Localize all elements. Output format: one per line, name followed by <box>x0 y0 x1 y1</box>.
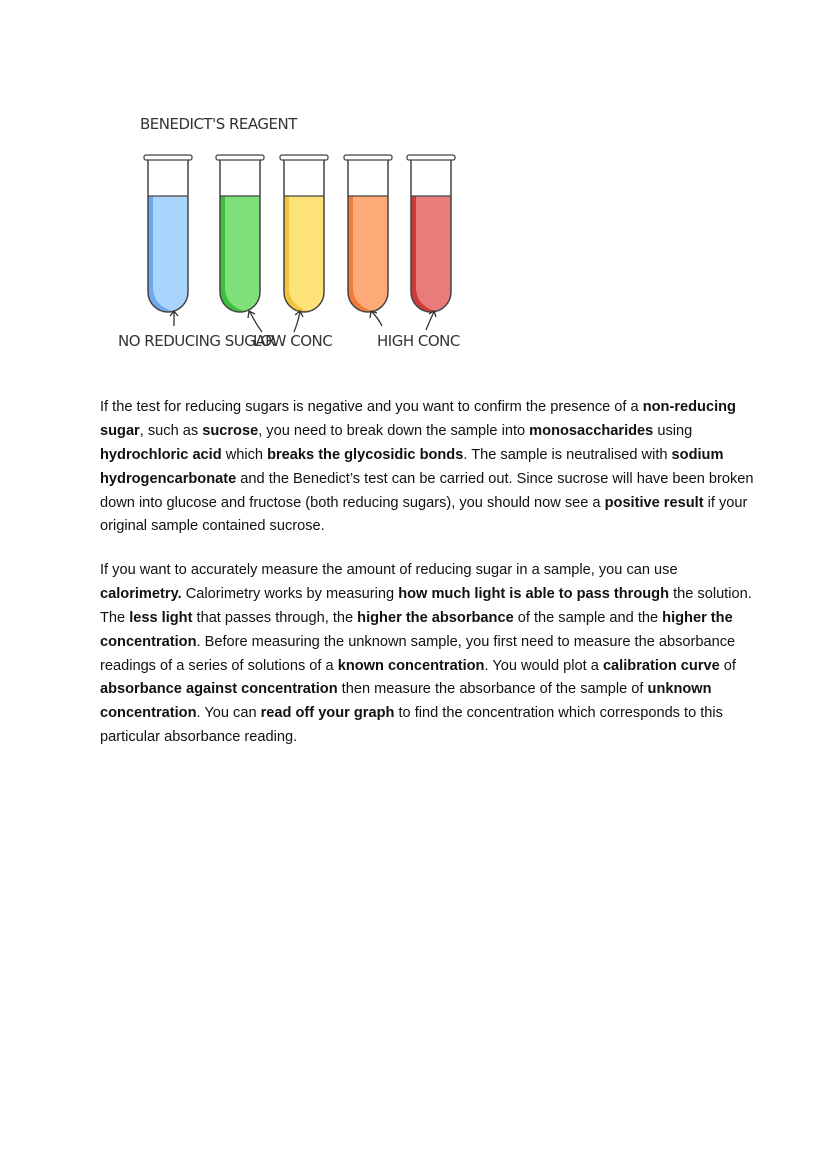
bold-term: higher the absorbance <box>357 609 514 626</box>
bold-term: sugar <box>100 422 140 439</box>
text-run: . You can <box>196 705 261 722</box>
test-tube <box>143 154 193 313</box>
bold-term: sodium <box>671 446 724 463</box>
bold-term: calorimetry. <box>100 585 182 602</box>
bold-term: known concentration <box>337 657 485 674</box>
text-line: particular absorbance reading. <box>100 726 740 750</box>
benedicts-reagent-illustration: BENEDICT'S REAGENT NO REDUCING SUGAR LOW… <box>118 115 460 350</box>
text-line: concentration. You can read off your gra… <box>100 702 740 726</box>
bold-term: unknown <box>647 681 712 698</box>
tube-rim <box>215 154 265 161</box>
text-run: If the test for reducing sugars is negat… <box>100 399 643 415</box>
text-run: . You would plot a <box>484 657 603 674</box>
text-line: The less light that passes through, the … <box>100 607 740 631</box>
test-tube <box>215 154 265 313</box>
text-run: which <box>221 446 268 463</box>
text-line: hydrochloric acid which breaks the glyco… <box>100 444 740 468</box>
tube-liquid <box>411 196 451 312</box>
label-low-conc: LOW CONC <box>253 332 332 350</box>
bold-term: read off your graph <box>260 705 395 722</box>
bold-term: breaks the glycosidic bonds <box>267 446 464 463</box>
text-line: absorbance against concentration then me… <box>100 678 740 702</box>
text-line: down into glucose and fructose (both red… <box>100 492 747 516</box>
text-run: readings of a series of solutions of a <box>100 657 338 674</box>
text-line: If you want to accurately measure the am… <box>100 559 740 583</box>
text-line: sugar, such as sucrose, you need to brea… <box>100 420 740 444</box>
tube-liquid-shade <box>411 196 435 312</box>
figure-title: BENEDICT'S REAGENT <box>140 115 298 133</box>
bold-term: positive result <box>604 494 704 511</box>
text-line: hydrogencarbonate and the Benedict’s tes… <box>100 468 754 492</box>
test-tube <box>279 154 329 313</box>
tube-glass <box>283 160 325 313</box>
bold-term: sucrose <box>202 422 259 439</box>
bold-term: hydrogencarbonate <box>100 470 237 487</box>
tube-liquid-shade <box>148 196 172 312</box>
bold-term: non-reducing <box>642 399 736 415</box>
text-run: the solution. <box>669 585 752 602</box>
tube-liquid <box>284 196 324 312</box>
paragraph-non-reducing-sugars: If the test for reducing sugars is negat… <box>100 396 754 539</box>
text-run: original sample contained sucrose. <box>100 518 325 535</box>
text-run: down into glucose and fructose (both red… <box>100 494 605 511</box>
text-line: If the test for reducing sugars is negat… <box>100 396 740 420</box>
bold-term: how much light is able to pass through <box>398 585 670 602</box>
text-run: Calorimetry works by measuring <box>181 585 399 602</box>
tube-liquid-shade <box>220 196 244 312</box>
tube-rim <box>143 154 193 161</box>
bold-term: monosaccharides <box>529 422 654 439</box>
test-tube <box>406 154 456 313</box>
test-tubes <box>143 154 456 313</box>
text-run: using <box>653 422 693 439</box>
bold-term: calibration curve <box>602 657 720 674</box>
text-run: to find the concentration which correspo… <box>394 705 723 722</box>
arrows <box>169 309 437 333</box>
tube-rim <box>279 154 329 161</box>
text-line: calorimetry. Calorimetry works by measur… <box>100 583 752 607</box>
tube-liquid-shade <box>348 196 372 312</box>
text-run: The <box>100 609 130 626</box>
text-line: concentration. Before measuring the unkn… <box>100 631 740 655</box>
text-line: readings of a series of solutions of a k… <box>100 655 740 679</box>
text-run: , you need to break down the sample into <box>258 422 530 439</box>
bold-term: less light <box>129 609 193 626</box>
text-run: that passes through, the <box>192 609 358 626</box>
tube-glass <box>219 160 261 313</box>
text-run: of <box>719 657 736 674</box>
tube-glass <box>410 160 452 313</box>
label-high-conc: HIGH CONC <box>377 332 460 350</box>
label-no-reducing-sugar: NO REDUCING SUGAR <box>118 332 275 350</box>
tube-glass <box>147 160 189 313</box>
text-run: . Before measuring the unknown sample, y… <box>196 633 736 650</box>
paragraph-calorimetry: If you want to accurately measure the am… <box>100 559 752 750</box>
text-line: original sample contained sucrose. <box>100 515 740 539</box>
tube-liquid <box>148 196 188 312</box>
text-run: and the Benedict’s test can be carried o… <box>236 470 754 487</box>
text-run: if your <box>703 494 748 511</box>
text-run: , such as <box>139 422 203 439</box>
bold-term: hydrochloric acid <box>100 446 222 463</box>
text-run: then measure the absorbance of the sampl… <box>337 681 648 698</box>
tube-glass <box>347 160 389 313</box>
bold-term: concentration <box>100 633 197 650</box>
tube-liquid-shade <box>284 196 308 312</box>
text-run: of the sample and the <box>513 609 663 626</box>
bold-term: absorbance against concentration <box>100 681 338 698</box>
bold-term: concentration <box>100 705 197 722</box>
tube-liquid <box>348 196 388 312</box>
text-run: particular absorbance reading. <box>100 729 298 746</box>
text-run: . The sample is neutralised with <box>463 446 672 463</box>
tube-rim <box>343 154 393 161</box>
tube-liquid <box>220 196 260 312</box>
text-run: If you want to accurately measure the am… <box>100 562 678 578</box>
bold-term: higher the <box>662 609 733 626</box>
tube-rim <box>406 154 456 161</box>
test-tube <box>343 154 393 313</box>
